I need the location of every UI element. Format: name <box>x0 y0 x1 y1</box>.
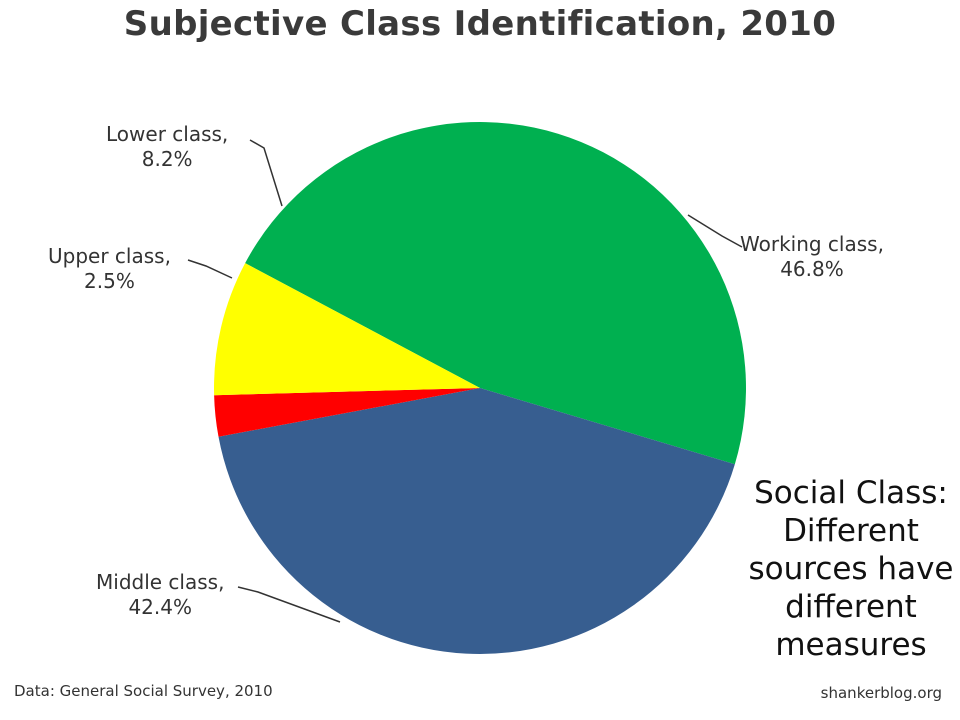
slice-label-working: Working class, 46.8% <box>740 232 884 282</box>
slice-label-lower-name: Lower class, <box>106 122 229 146</box>
source-note: Data: General Social Survey, 2010 <box>14 682 273 700</box>
slice-label-middle-name: Middle class, <box>96 570 225 594</box>
leader-line-working <box>687 214 743 248</box>
slice-label-working-name: Working class, <box>740 232 884 256</box>
slice-label-middle-value: 42.4% <box>128 595 192 619</box>
overlay-line-1: Social Class: <box>754 475 948 511</box>
overlay-line-3: sources have <box>748 551 954 587</box>
slice-label-upper: Upper class, 2.5% <box>48 244 171 294</box>
slide-overlay-text: Social Class: Different sources have dif… <box>738 474 960 664</box>
leader-line-upper <box>187 259 233 279</box>
pie-slice-working <box>245 122 746 465</box>
pie-slice-middle <box>218 388 735 655</box>
slice-label-upper-name: Upper class, <box>48 244 171 268</box>
slice-label-lower-value: 8.2% <box>141 147 193 171</box>
pie-slice-upper <box>214 388 480 437</box>
slice-label-working-value: 46.8% <box>780 257 844 281</box>
overlay-line-2: Different <box>783 513 919 549</box>
slice-label-lower: Lower class, 8.2% <box>106 122 228 172</box>
site-credit: shankerblog.org <box>820 684 942 702</box>
pie-slice-lower <box>214 263 480 396</box>
chart-title: Subjective Class Identification, 2010 <box>123 4 837 44</box>
slice-label-upper-value: 2.5% <box>84 269 135 293</box>
slice-label-middle: Middle class, 42.4% <box>96 570 224 620</box>
leader-line-lower <box>249 139 283 207</box>
overlay-line-5: measures <box>775 627 927 663</box>
leader-line-middle <box>237 586 341 623</box>
overlay-line-4: different <box>785 589 917 625</box>
